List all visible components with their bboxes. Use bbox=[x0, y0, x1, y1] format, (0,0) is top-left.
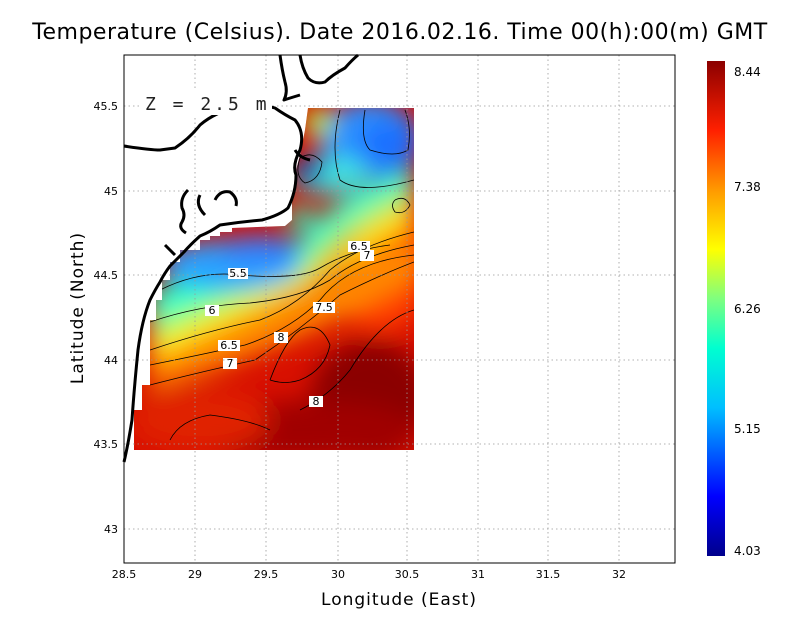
x-tick: 31.5 bbox=[536, 568, 561, 581]
y-tick: 43.5 bbox=[94, 438, 119, 451]
contour-label-6: 6 bbox=[209, 304, 216, 317]
contour-label-7: 7 bbox=[227, 357, 234, 370]
colorbar bbox=[707, 61, 725, 556]
colorbar-label: 5.15 bbox=[734, 422, 761, 436]
plot-frame bbox=[123, 54, 676, 564]
x-tick: 32 bbox=[612, 568, 626, 581]
x-tick: 28.5 bbox=[112, 568, 137, 581]
colorbar-label: 7.38 bbox=[734, 180, 761, 194]
contour-label-8-south: 8 bbox=[313, 395, 320, 408]
y-tick: 43 bbox=[104, 523, 118, 536]
colorbar-label: 6.26 bbox=[734, 302, 761, 316]
x-axis-ticks: 28.5 29 29.5 30 30.5 31 31.5 32 bbox=[112, 568, 626, 581]
temperature-field bbox=[134, 108, 414, 450]
y-tick: 45 bbox=[104, 185, 118, 198]
x-tick: 29 bbox=[188, 568, 202, 581]
colorbar-label-min: 4.03 bbox=[734, 544, 761, 558]
colorbar-label-max: 8.44 bbox=[734, 65, 761, 79]
y-tick: 45.5 bbox=[94, 100, 119, 113]
y-axis-ticks: 43 43.5 44 44.5 45 45.5 bbox=[94, 100, 119, 536]
x-tick: 30 bbox=[331, 568, 345, 581]
grid bbox=[124, 55, 675, 563]
x-axis-label: Longitude (East) bbox=[321, 590, 477, 610]
depth-label: Z = 2.5 m bbox=[145, 94, 270, 115]
contour-label-6-5: 6.5 bbox=[220, 339, 238, 352]
contour-label-6-5-east: 6.5 bbox=[350, 240, 368, 253]
y-tick: 44 bbox=[104, 354, 118, 367]
contour-label-8: 8 bbox=[278, 331, 285, 344]
x-tick: 31 bbox=[471, 568, 485, 581]
contour-labels: 5.5 6 6.5 7 7.5 8 6.5 7 8 bbox=[205, 240, 374, 408]
contour-label-5-5: 5.5 bbox=[229, 267, 247, 280]
x-tick: 29.5 bbox=[254, 568, 279, 581]
contour-label-7-5: 7.5 bbox=[315, 301, 333, 314]
x-tick: 30.5 bbox=[395, 568, 420, 581]
colorbar-labels: 8.44 7.38 6.26 5.15 4.03 bbox=[734, 65, 761, 558]
contour-label-7-east: 7 bbox=[364, 249, 371, 262]
y-tick: 44.5 bbox=[94, 269, 119, 282]
chart-title: Temperature (Celsius). Date 2016.02.16. … bbox=[32, 20, 768, 45]
